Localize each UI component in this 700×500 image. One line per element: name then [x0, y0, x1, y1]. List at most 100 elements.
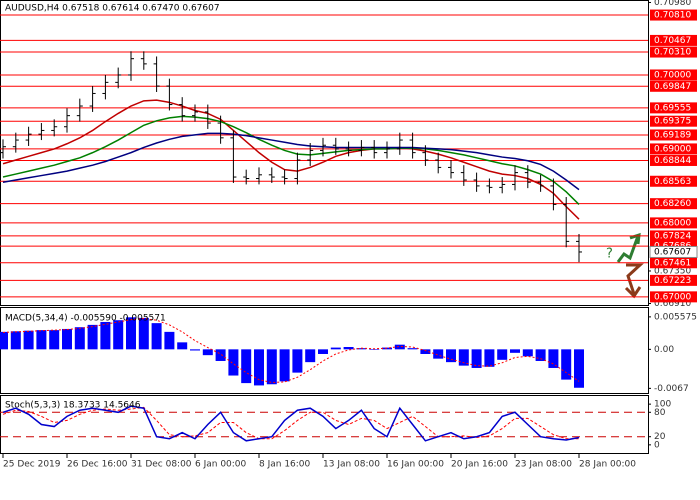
histogram-bar [164, 331, 175, 350]
histogram-bar [100, 321, 111, 350]
histogram-bar [190, 349, 200, 351]
level-label: 0.69189 [654, 130, 691, 140]
up-arrow-head [629, 232, 641, 245]
moving-average [2, 99, 580, 220]
x-tick-label: 28 Jan 00:00 [579, 460, 636, 470]
level-label: 0.70000 [654, 70, 691, 80]
histogram-bar [433, 349, 444, 359]
signal-arrows [616, 232, 644, 299]
level-label-box [650, 80, 697, 92]
level-label-box [650, 129, 697, 141]
y-tick-label: 100 [654, 400, 671, 410]
histogram-bar [0, 331, 8, 350]
histogram-bar [561, 349, 572, 380]
histogram-bar [574, 349, 584, 388]
level-label-box [650, 291, 697, 303]
y-tick-label: 20 [654, 432, 666, 442]
x-tick-label: 23 Jan 08:00 [515, 460, 572, 470]
x-tick-label: 26 Dec 16:00 [67, 460, 128, 470]
level-label-box [650, 9, 697, 21]
histogram-bar [548, 349, 559, 368]
histogram-bar [420, 349, 431, 354]
level-label-box [650, 257, 697, 269]
level-label: 0.67824 [654, 231, 691, 241]
up-arrow [616, 235, 640, 263]
histogram-bar [369, 349, 380, 350]
histogram-bar [318, 349, 328, 354]
histogram-bar [279, 349, 290, 382]
current-price-box [649, 245, 698, 258]
macd-title: MACD(5,34,4) -0.005590 -0.005571 [5, 314, 166, 324]
histogram-bar [510, 349, 520, 353]
x-tick-label: 31 Dec 08:00 [131, 460, 192, 470]
y-tick-label: 0.00 [654, 345, 674, 355]
histogram-bar [254, 349, 264, 386]
level-label: 0.69555 [654, 103, 691, 113]
down-arrow [626, 263, 644, 295]
level-label: 0.69847 [654, 82, 691, 92]
price-title: AUDUSD,H4 0.67518 0.67614 0.67470 0.6760… [5, 4, 220, 14]
level-label-box [650, 46, 697, 58]
histogram-bar [74, 327, 85, 350]
histogram-bar [151, 323, 162, 350]
histogram-bar [343, 347, 354, 350]
level-label-box [650, 69, 697, 81]
stoch-title: Stoch(5,3,3) 18.3733 14.5646 [5, 401, 141, 411]
annotation: ? [606, 247, 613, 262]
level-label-box [650, 115, 697, 127]
histogram-bar [87, 324, 98, 350]
level-label-box [650, 102, 697, 114]
level-label-box [650, 230, 697, 242]
histogram-bar [471, 349, 482, 368]
y-tick-label: 0 [654, 440, 660, 450]
histogram-bar [10, 331, 21, 350]
histogram-bar [36, 330, 47, 350]
level-label: 0.68563 [654, 177, 691, 187]
x-tick-label: 20 Jan 16:00 [451, 460, 508, 470]
current-price-label: 0.67607 [654, 247, 691, 257]
level-label: 0.67461 [654, 258, 691, 268]
histogram-bar [266, 349, 277, 385]
histogram-bar [241, 349, 252, 384]
level-label-box [650, 175, 697, 187]
level-label-box [650, 34, 697, 46]
histogram-bar [407, 348, 418, 350]
histogram-bar [458, 349, 469, 366]
level-label: 0.68844 [654, 156, 691, 166]
macd-panel [0, 307, 649, 394]
x-tick-label: 16 Jan 00:00 [387, 460, 444, 470]
histogram-bar [49, 330, 60, 350]
level-label: 0.70310 [654, 48, 691, 58]
level-label: 0.69000 [654, 144, 691, 154]
level-label: 0.69375 [654, 117, 691, 127]
histogram-bar [23, 330, 34, 350]
down-arrow-head [624, 286, 642, 299]
histogram-bar [330, 347, 341, 350]
histogram-bar [228, 349, 239, 376]
histogram-bar [113, 320, 124, 350]
histogram-bar [126, 317, 136, 350]
histogram-bar [202, 349, 213, 356]
y-tick-label: 0.66910 [654, 299, 691, 309]
histogram-bar [535, 349, 546, 361]
level-label: 0.70467 [654, 36, 691, 46]
histogram-bar [356, 348, 367, 350]
stoch-panel [0, 395, 649, 454]
histogram-bar [177, 342, 188, 350]
y-tick-label: 0.70980 [654, 0, 691, 8]
level-label-box [650, 198, 697, 210]
y-tick-label: 0.005575 [654, 312, 697, 322]
histogram-bar [292, 349, 303, 373]
level-label: 0.68260 [654, 199, 691, 209]
histogram-bar [138, 317, 149, 350]
y-tick-label: 0.67350 [654, 266, 691, 276]
x-tick-label: 25 Dec 2019 [3, 460, 61, 470]
x-tick-label: 6 Jan 00:00 [195, 460, 247, 470]
level-label-box [650, 154, 697, 166]
y-tick-label: -0.0067 [654, 384, 689, 394]
histogram-bar [484, 349, 495, 367]
level-label: 0.68000 [654, 218, 691, 228]
level-label: 0.67223 [654, 276, 691, 286]
